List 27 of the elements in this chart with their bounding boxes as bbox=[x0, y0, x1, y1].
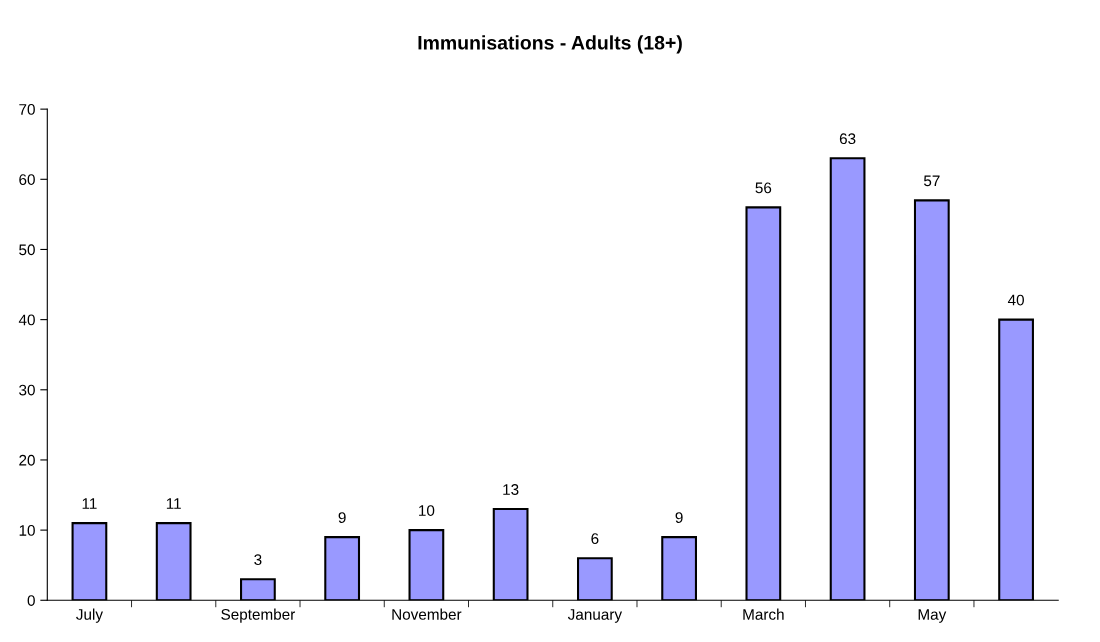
y-tick-label: 0 bbox=[27, 595, 35, 606]
data-label: 9 bbox=[675, 512, 683, 523]
data-label: 13 bbox=[503, 484, 519, 495]
chart-title: Immunisations - Adults (18+) bbox=[418, 35, 682, 54]
y-tick-label: 20 bbox=[19, 454, 35, 466]
y-tick-label: 50 bbox=[19, 244, 35, 256]
x-tick-label: March bbox=[743, 608, 784, 620]
data-label: 40 bbox=[1007, 294, 1024, 306]
data-label: 11 bbox=[82, 498, 97, 509]
data-label: 57 bbox=[923, 175, 940, 187]
data-label: 10 bbox=[419, 505, 435, 516]
x-tick-label: January bbox=[567, 609, 623, 623]
data-label: 56 bbox=[755, 182, 772, 194]
x-tick-label: November bbox=[392, 608, 462, 620]
y-tick-label: 70 bbox=[19, 104, 35, 115]
x-tick-label: September bbox=[221, 608, 296, 623]
y-tick-label: 10 bbox=[19, 524, 35, 536]
y-tick-label: 30 bbox=[19, 384, 35, 396]
x-tick-label: May bbox=[918, 609, 947, 623]
y-tick-label: 40 bbox=[18, 314, 35, 326]
data-label: 6 bbox=[591, 533, 599, 545]
data-label: 11 bbox=[166, 498, 181, 509]
data-label: 3 bbox=[254, 554, 262, 566]
data-label: 63 bbox=[839, 133, 856, 145]
y-tick-label: 60 bbox=[19, 174, 35, 185]
data-label: 9 bbox=[338, 512, 346, 523]
x-tick-label: July bbox=[76, 608, 103, 623]
